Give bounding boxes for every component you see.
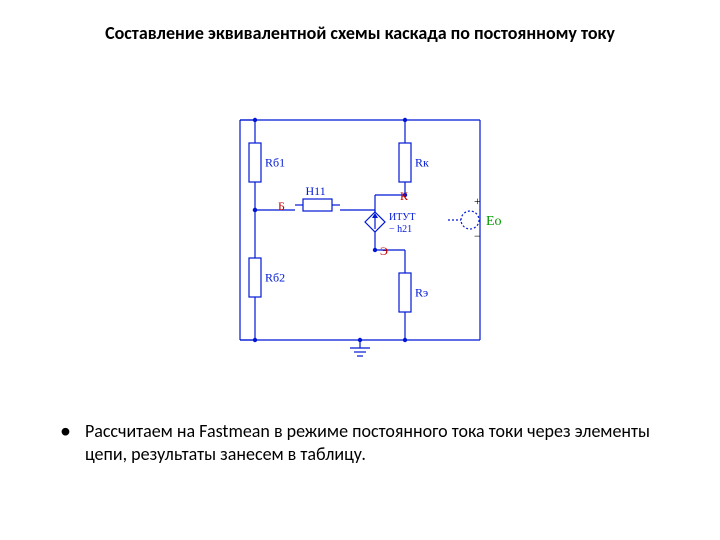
bullet-row: • Рассчитаем на Fastmean в режиме постоя…: [60, 420, 660, 465]
svg-text:ИТУТ: ИТУТ: [389, 212, 416, 223]
page-title: Составление эквивалентной схемы каскада …: [0, 22, 720, 44]
svg-text:Э: Э: [380, 244, 388, 258]
svg-text:Rк: Rк: [415, 156, 429, 170]
svg-text:К: К: [400, 189, 409, 203]
svg-text:H11: H11: [306, 184, 326, 198]
bullet-text: Рассчитаем на Fastmean в режиме постоянн…: [85, 420, 660, 465]
svg-text:Rб1: Rб1: [265, 156, 285, 170]
svg-text:Rб2: Rб2: [265, 271, 285, 285]
svg-text:+: +: [474, 194, 481, 208]
circuit-diagram: Rб1 Rб2 Rк Rэ H11 ИТУТ− h21 Б К Э Eо + −: [200, 110, 520, 360]
svg-text:Rэ: Rэ: [415, 286, 428, 300]
svg-text:− h21: − h21: [389, 224, 412, 235]
svg-text:Eо: Eо: [486, 214, 502, 229]
svg-text:Б: Б: [278, 199, 285, 213]
svg-text:−: −: [474, 229, 481, 243]
bullet-marker: •: [60, 420, 71, 442]
